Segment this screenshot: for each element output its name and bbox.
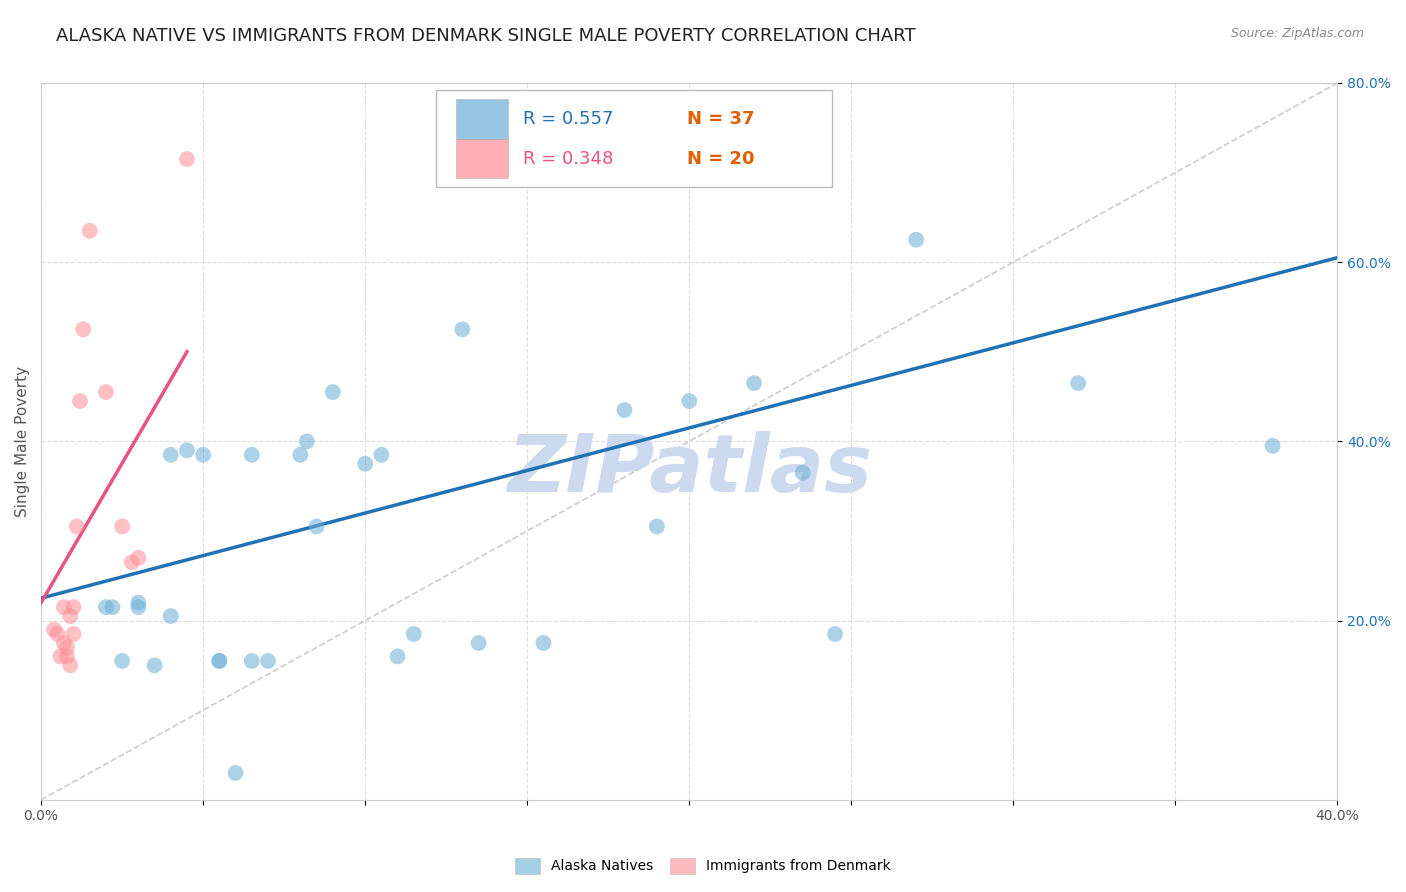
Text: N = 37: N = 37: [686, 111, 754, 128]
Point: [240, 654, 263, 668]
Point: [66, 519, 89, 533]
Text: ALASKA NATIVE VS IMMIGRANTS FROM DENMARK SINGLE MALE POVERTY CORRELATION CHART: ALASKA NATIVE VS IMMIGRANTS FROM DENMARK…: [56, 27, 915, 45]
Point: [56, 649, 79, 664]
Point: [52, 636, 75, 650]
Point: [127, 600, 149, 615]
Point: [191, 448, 214, 462]
Point: [208, 654, 231, 668]
FancyBboxPatch shape: [456, 99, 508, 139]
Point: [370, 448, 392, 462]
Point: [240, 448, 263, 462]
Text: N = 20: N = 20: [686, 150, 754, 168]
Point: [56, 640, 79, 655]
Point: [176, 152, 198, 166]
Point: [742, 376, 765, 390]
Point: [94, 600, 117, 615]
Point: [1261, 439, 1284, 453]
Point: [305, 519, 328, 533]
Point: [451, 322, 474, 336]
Point: [467, 636, 489, 650]
FancyBboxPatch shape: [456, 139, 508, 178]
Point: [42, 623, 65, 637]
Point: [101, 600, 124, 615]
FancyBboxPatch shape: [436, 90, 832, 187]
Point: [59, 609, 82, 624]
Point: [290, 448, 312, 462]
Point: [387, 649, 409, 664]
Point: [678, 394, 700, 409]
Point: [127, 550, 149, 565]
Point: [322, 385, 344, 400]
Y-axis label: Single Male Poverty: Single Male Poverty: [15, 366, 30, 516]
Legend: Alaska Natives, Immigrants from Denmark: Alaska Natives, Immigrants from Denmark: [508, 851, 898, 880]
Point: [581, 152, 603, 166]
Text: ZIPatlas: ZIPatlas: [506, 431, 872, 509]
Point: [94, 385, 117, 400]
Point: [52, 600, 75, 615]
Point: [645, 519, 668, 533]
Point: [1067, 376, 1090, 390]
Point: [159, 609, 181, 624]
Point: [121, 555, 143, 569]
Point: [59, 658, 82, 673]
Point: [792, 466, 814, 480]
Text: R = 0.557: R = 0.557: [523, 111, 614, 128]
Point: [62, 627, 84, 641]
Point: [111, 519, 134, 533]
Point: [824, 627, 846, 641]
Text: Source: ZipAtlas.com: Source: ZipAtlas.com: [1230, 27, 1364, 40]
Point: [208, 654, 231, 668]
Point: [111, 654, 134, 668]
Point: [613, 403, 636, 417]
Point: [533, 636, 555, 650]
Point: [402, 627, 425, 641]
Text: R = 0.348: R = 0.348: [523, 150, 613, 168]
Point: [176, 443, 198, 458]
Point: [295, 434, 318, 449]
Point: [905, 233, 928, 247]
Point: [127, 596, 149, 610]
Point: [69, 394, 91, 409]
Point: [257, 654, 280, 668]
Point: [143, 658, 166, 673]
Point: [49, 649, 72, 664]
Point: [159, 448, 181, 462]
Point: [225, 765, 247, 780]
Point: [62, 600, 84, 615]
Point: [72, 322, 94, 336]
Point: [354, 457, 377, 471]
Point: [79, 224, 101, 238]
Point: [46, 627, 69, 641]
